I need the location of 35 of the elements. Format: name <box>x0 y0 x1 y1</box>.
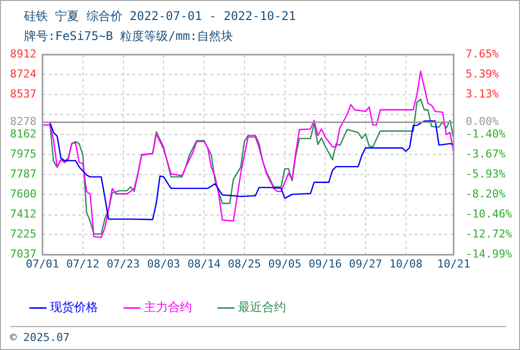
y-tick-label: 8162 <box>10 128 36 141</box>
y-tick-label: 7600 <box>10 188 36 201</box>
y2-tick-label: -3.67% <box>466 148 506 161</box>
y2-tick-label: 3.13% <box>466 87 500 100</box>
x-tick-label: 07/12 <box>66 257 100 270</box>
y2-tick-label: -8.20% <box>466 188 506 201</box>
y2-tick-label: -10.46% <box>466 208 512 221</box>
y-tick-label: 7225 <box>10 228 36 241</box>
x-tick-label: 09/27 <box>348 257 382 270</box>
legend-label: 最近合约 <box>238 300 286 314</box>
y-tick-label: 7412 <box>10 208 36 221</box>
x-tick-label: 07/23 <box>106 257 140 270</box>
x-tick-label: 09/16 <box>308 257 342 270</box>
y2-tick-label: 5.39% <box>466 67 500 80</box>
y-tick-label: 8724 <box>10 68 37 81</box>
y2-tick-label: -12.72% <box>466 228 512 241</box>
y2-tick-label: 7.65% <box>466 47 500 60</box>
y2-tick-label: -5.93% <box>466 168 506 181</box>
chart-subtitle: 牌号:FeSi75~B 粒度等级/mm:自然块 <box>24 28 234 45</box>
y-tick-label: 8537 <box>10 88 36 100</box>
x-tick-label: 08/03 <box>147 257 180 270</box>
y-tick-label: 8278 <box>10 115 36 128</box>
y-tick-label: 7975 <box>10 148 36 161</box>
x-tick-label: 10/08 <box>389 257 422 270</box>
x-tick-label: 08/25 <box>228 257 261 270</box>
y2-tick-label: -1.40% <box>466 127 506 140</box>
y2-tick-label: 0.00% <box>466 115 500 128</box>
legend-label: 主力合约 <box>144 300 192 314</box>
chart-title: 硅铁 宁夏 综合价 2022-07-01 - 2022-10-21 <box>24 8 296 25</box>
y-tick-label: 8912 <box>10 47 36 60</box>
x-tick-label: 08/14 <box>187 257 221 270</box>
legend-label: 现货价格 <box>50 300 98 314</box>
x-tick-label: 09/05 <box>268 257 302 270</box>
text: © 2025.07 <box>10 331 70 344</box>
y-tick-label: 7787 <box>10 168 36 181</box>
